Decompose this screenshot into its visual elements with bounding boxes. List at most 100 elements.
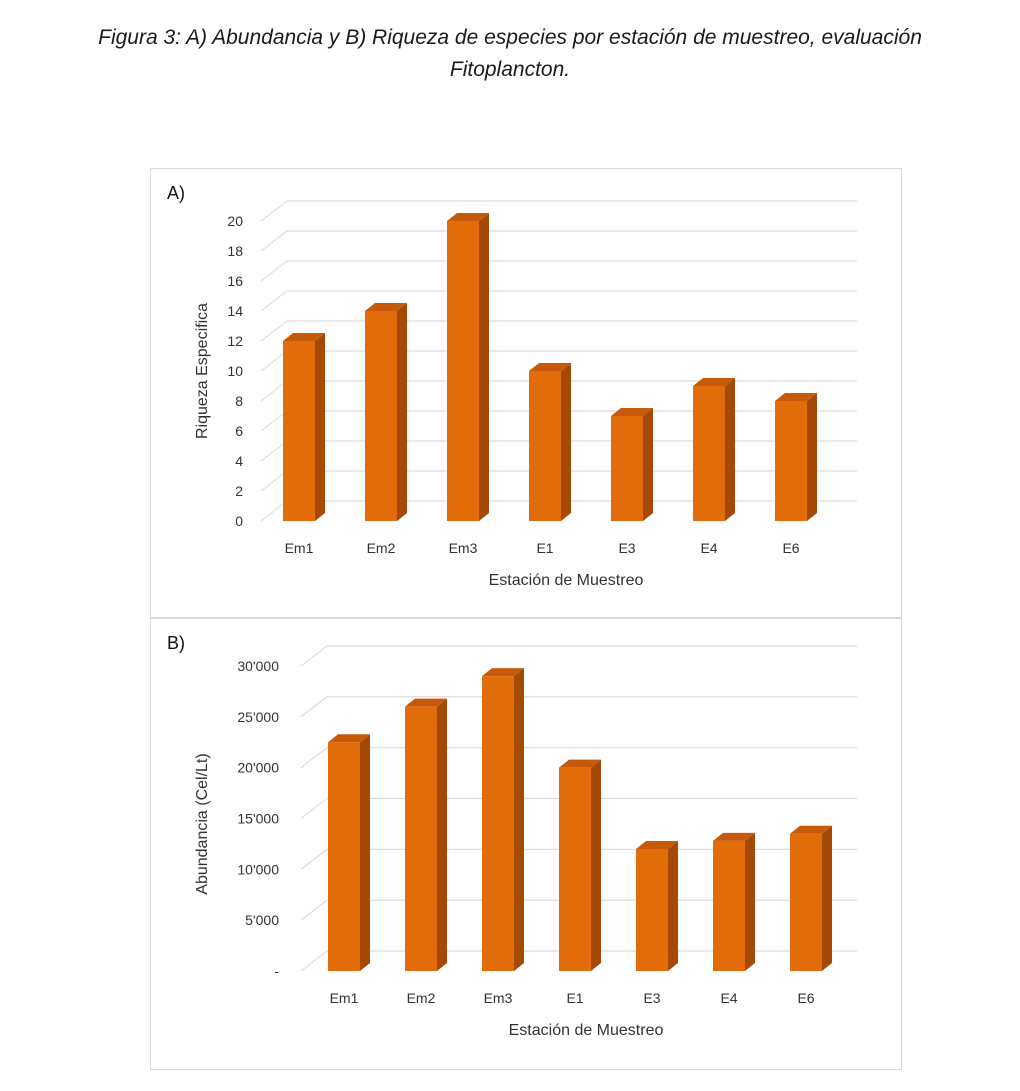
panel-a-label: A): [167, 183, 185, 203]
bar-a-Em1: [283, 333, 325, 521]
bar-side: [725, 378, 735, 521]
chart-panel-a: A) 0 2 4 6 8 10 12 14 16 18 20 Em1 Em2 Em3 E1 E3 E4 E6 Est…: [150, 168, 902, 618]
bar-a-E4: [693, 378, 735, 521]
bar-top: [365, 303, 407, 311]
bar-front: [529, 371, 561, 521]
bar-top: [693, 378, 735, 386]
x-tick-label-a: E6: [782, 540, 799, 556]
bar-a-E6: [775, 393, 817, 521]
caption-line-1: Figura 3: A) Abundancia y B) Riqueza de …: [98, 26, 922, 49]
bar-side: [807, 393, 817, 521]
figure-caption: Figura 3: A) Abundancia y B) Riqueza de …: [0, 22, 1020, 86]
bar-top: [447, 213, 489, 221]
bar-b-E1: [559, 759, 601, 971]
y-axis-title-b: Abundancia (Cel/Lt): [194, 753, 211, 894]
bar-a-Em2: [365, 303, 407, 521]
chart-panel-b: B) - 5'000 10'000 15'000 20'000 25'000 30'000 E…: [150, 618, 902, 1070]
bar-b-Em1: [328, 734, 370, 971]
gridline-diag-b: [300, 645, 328, 667]
gridline-diag-a: [260, 410, 288, 432]
panel-b-label: B): [167, 633, 185, 653]
gridline-diag-a: [260, 320, 288, 342]
bar-top: [559, 759, 601, 768]
bar-top: [405, 698, 447, 707]
gridline-diag-b: [300, 848, 328, 870]
bar-top: [775, 393, 817, 401]
y-tick-label-a: 2: [235, 483, 243, 499]
x-tick-label-b: Em1: [330, 990, 359, 1006]
bar-top: [636, 841, 678, 849]
gridline-diag-a: [260, 290, 288, 312]
bar-top: [529, 363, 571, 371]
gridline-diag-b: [300, 899, 328, 921]
bar-a-Em3: [447, 213, 489, 521]
bar-top: [790, 825, 832, 834]
y-tick-label-a: 20: [227, 213, 243, 229]
gridline-diag-a: [260, 200, 288, 222]
y-tick-label-b: 15'000: [237, 811, 279, 827]
bar-front: [636, 849, 668, 971]
bar-front: [328, 742, 360, 971]
y-tick-label-b: -: [274, 963, 279, 979]
gridline-diag-a: [260, 260, 288, 282]
x-tick-label-b: E1: [566, 990, 583, 1006]
bar-side: [561, 363, 571, 521]
gridline-diag-b: [300, 696, 328, 718]
bar-top: [328, 734, 370, 743]
bar-front: [713, 840, 745, 971]
gridline-diag-b: [300, 747, 328, 769]
gridline-diag-b: [300, 950, 328, 972]
x-axis-title-b: Estación de Muestreo: [509, 1022, 664, 1039]
caption-line-2: Fitoplancton.: [449, 58, 571, 81]
bar-front: [790, 833, 822, 971]
y-tick-label-b: 5'000: [245, 912, 279, 928]
x-tick-label-b: E4: [720, 990, 737, 1006]
y-tick-label-b: 10'000: [237, 861, 279, 877]
bar-a-E3: [611, 408, 653, 521]
gridline-diag-a: [260, 230, 288, 252]
bar-b-Em3: [482, 668, 524, 971]
bar-front: [611, 416, 643, 521]
bar-side: [360, 734, 370, 971]
bar-front: [775, 401, 807, 521]
bar-a-E1: [529, 363, 571, 521]
gridline-diag-a: [260, 380, 288, 402]
x-tick-label-a: Em1: [285, 540, 314, 556]
y-tick-label-a: 4: [235, 453, 243, 469]
y-tick-label-a: 6: [235, 423, 243, 439]
bar-side: [643, 408, 653, 521]
chart-a-svg: 0 2 4 6 8 10 12 14 16 18 20 Em1 Em2 Em3 E1 E3 E4 E6 Estaci…: [194, 200, 857, 589]
bar-front: [447, 221, 479, 521]
y-tick-label-a: 0: [235, 513, 243, 529]
bar-side: [745, 832, 755, 971]
gridline-diag-a: [260, 470, 288, 492]
bar-front: [365, 311, 397, 521]
x-tick-label-b: Em3: [484, 990, 513, 1006]
bar-front: [405, 706, 437, 971]
y-tick-label-a: 18: [227, 243, 243, 259]
y-tick-label-a: 14: [227, 303, 243, 319]
y-tick-label-b: 30'000: [237, 658, 279, 674]
bar-side: [479, 213, 489, 521]
bar-front: [559, 767, 591, 971]
x-tick-label-b: Em2: [407, 990, 436, 1006]
bar-side: [514, 668, 524, 971]
bar-side: [668, 841, 678, 971]
bar-side: [397, 303, 407, 521]
chart-b-svg: - 5'000 10'000 15'000 20'000 25'000 30'000 Em1 E…: [194, 645, 857, 1039]
gridline-diag-a: [260, 500, 288, 522]
x-tick-label-b: E3: [643, 990, 660, 1006]
x-tick-label-a: E4: [700, 540, 717, 556]
gridline-diag-b: [300, 798, 328, 819]
x-tick-label-a: E1: [536, 540, 553, 556]
bar-side: [315, 333, 325, 521]
bar-b-E3: [636, 841, 678, 971]
y-tick-label-a: 10: [227, 363, 243, 379]
gridline-diag-a: [260, 440, 288, 462]
bar-top: [482, 668, 524, 677]
y-tick-label-b: 25'000: [237, 709, 279, 725]
y-tick-label-a: 8: [235, 393, 243, 409]
x-tick-label-a: E3: [618, 540, 635, 556]
bar-b-Em2: [405, 698, 447, 971]
x-tick-label-b: E6: [797, 990, 814, 1006]
